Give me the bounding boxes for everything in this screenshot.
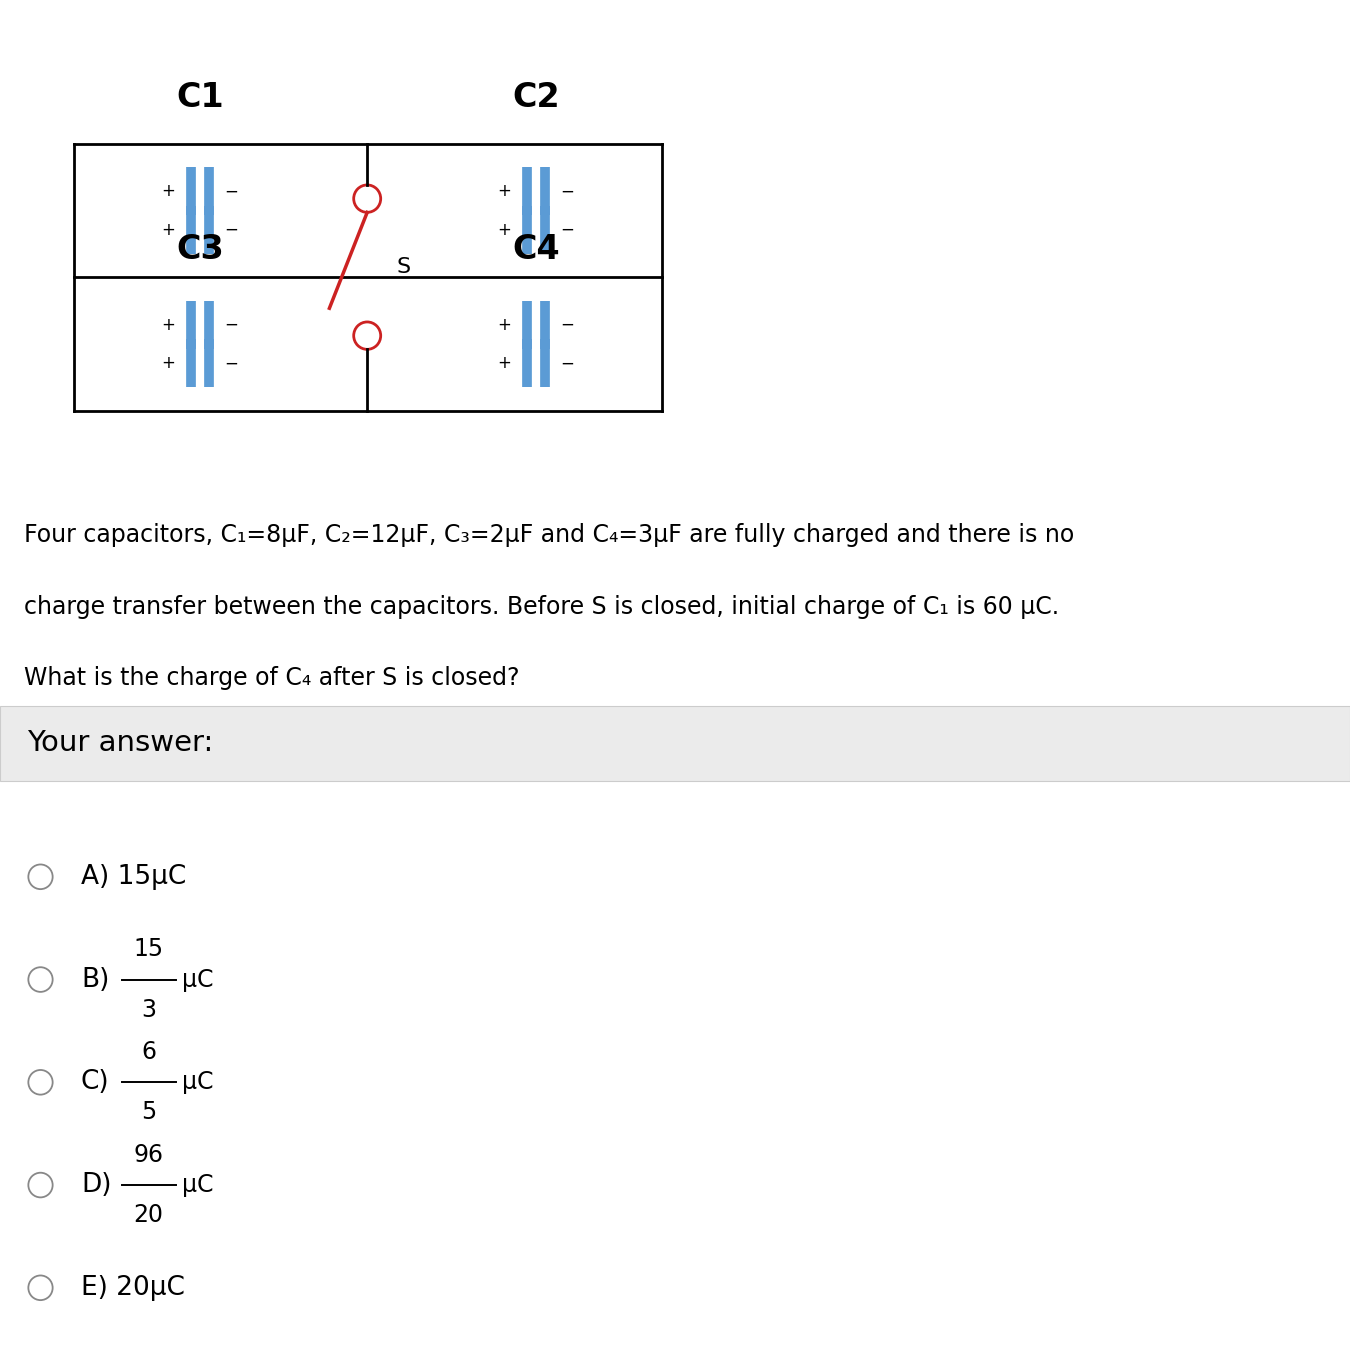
Text: −: − bbox=[224, 221, 239, 238]
Text: C3: C3 bbox=[176, 233, 224, 266]
Text: D): D) bbox=[81, 1173, 112, 1197]
Text: μC: μC bbox=[182, 1070, 213, 1095]
Text: What is the charge of C₄ after S is closed?: What is the charge of C₄ after S is clos… bbox=[24, 666, 520, 690]
Text: μC: μC bbox=[182, 967, 213, 992]
Text: +: + bbox=[497, 182, 512, 200]
Text: −: − bbox=[224, 182, 239, 200]
Text: 6: 6 bbox=[140, 1040, 157, 1064]
Text: +: + bbox=[161, 355, 176, 373]
Text: B): B) bbox=[81, 967, 109, 992]
Text: 20: 20 bbox=[134, 1203, 163, 1228]
Text: C2: C2 bbox=[512, 81, 560, 114]
Text: −: − bbox=[560, 355, 575, 373]
Text: A) 15μC: A) 15μC bbox=[81, 864, 186, 889]
Text: −: − bbox=[224, 355, 239, 373]
Text: +: + bbox=[161, 221, 176, 238]
Text: +: + bbox=[161, 182, 176, 200]
Text: S: S bbox=[397, 258, 410, 277]
Text: 3: 3 bbox=[140, 997, 157, 1022]
Text: C1: C1 bbox=[176, 81, 224, 114]
Text: 5: 5 bbox=[140, 1100, 157, 1125]
Text: −: − bbox=[560, 316, 575, 334]
Text: E) 20μC: E) 20μC bbox=[81, 1275, 185, 1300]
Text: +: + bbox=[497, 316, 512, 334]
Text: μC: μC bbox=[182, 1173, 213, 1197]
Text: +: + bbox=[497, 221, 512, 238]
Text: +: + bbox=[161, 316, 176, 334]
Text: charge transfer between the capacitors. Before S is closed, initial charge of C₁: charge transfer between the capacitors. … bbox=[24, 595, 1060, 619]
Text: Four capacitors, C₁=8μF, C₂=12μF, C₃=2μF and C₄=3μF are fully charged and there : Four capacitors, C₁=8μF, C₂=12μF, C₃=2μF… bbox=[24, 523, 1075, 548]
Text: −: − bbox=[560, 182, 575, 200]
Text: C): C) bbox=[81, 1070, 109, 1095]
Text: −: − bbox=[560, 221, 575, 238]
Text: +: + bbox=[497, 355, 512, 373]
Text: C4: C4 bbox=[512, 233, 560, 266]
Text: −: − bbox=[224, 316, 239, 334]
Text: 96: 96 bbox=[134, 1143, 163, 1167]
Text: 15: 15 bbox=[134, 937, 163, 962]
FancyBboxPatch shape bbox=[0, 706, 1350, 781]
Text: Your answer:: Your answer: bbox=[27, 729, 213, 758]
